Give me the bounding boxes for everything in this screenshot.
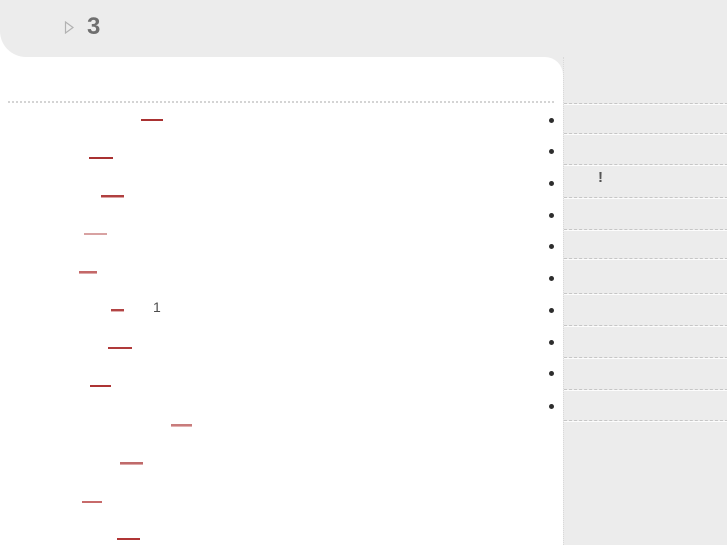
- sidebar-separator: [564, 420, 727, 421]
- sidebar-separator: [564, 389, 727, 390]
- dotted-divider: [8, 101, 554, 103]
- list-bullet: [549, 181, 554, 186]
- sidebar-separator: [564, 164, 727, 165]
- sidebar: !: [563, 57, 727, 545]
- list-bullet: [549, 276, 554, 281]
- list-bullet: [549, 404, 554, 409]
- list-bullet: [549, 213, 554, 218]
- footnote-marker: 1: [153, 299, 161, 315]
- main-content: 1: [0, 57, 563, 545]
- sidebar-separator: [564, 197, 727, 198]
- warning-exclamation: !: [598, 169, 603, 186]
- link-underline-stub[interactable]: [79, 271, 97, 274]
- link-underline-stub[interactable]: [141, 119, 163, 121]
- sidebar-separator: [564, 258, 727, 259]
- list-bullet: [549, 308, 554, 313]
- sidebar-separator: [564, 229, 727, 230]
- sidebar-separator: [564, 103, 727, 104]
- link-underline-stub[interactable]: [90, 385, 111, 387]
- link-underline-stub[interactable]: [101, 195, 124, 198]
- panel-corner-notch: [545, 57, 563, 75]
- link-underline-stub[interactable]: [171, 424, 192, 427]
- sidebar-separator: [564, 325, 727, 326]
- play-triangle-icon: [64, 20, 75, 35]
- link-underline-stub[interactable]: [84, 233, 107, 235]
- list-bullet: [549, 118, 554, 123]
- list-bullet: [549, 340, 554, 345]
- link-underline-stub[interactable]: [111, 309, 124, 312]
- sidebar-separator: [564, 133, 727, 134]
- sidebar-separator: [564, 357, 727, 358]
- link-underline-stub[interactable]: [120, 462, 143, 465]
- link-underline-stub[interactable]: [89, 157, 113, 159]
- link-underline-stub[interactable]: [82, 501, 102, 503]
- page-number: 3: [87, 13, 101, 40]
- list-bullet: [549, 149, 554, 154]
- sidebar-separator: [564, 293, 727, 294]
- link-underline-stub[interactable]: [117, 538, 140, 540]
- list-bullet: [549, 371, 554, 376]
- header-band: 3: [0, 0, 727, 57]
- link-underline-stub[interactable]: [108, 347, 132, 349]
- list-bullet: [549, 244, 554, 249]
